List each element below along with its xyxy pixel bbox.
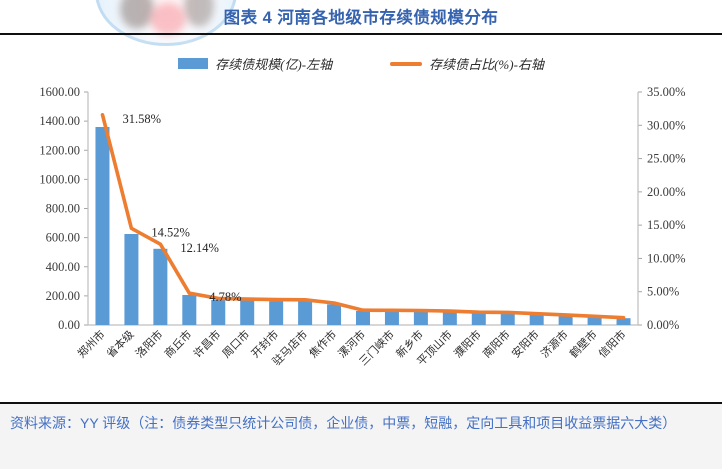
bar-南阳市	[500, 313, 515, 325]
legend-label-bar-series: 存续债规模(亿)-左轴	[215, 57, 333, 72]
logo-blob-shape	[150, 3, 186, 35]
bar-新乡市	[413, 311, 428, 325]
legend-label-line-series: 存续债占比(%)-右轴	[429, 57, 544, 72]
x-axis-label-安阳市: 安阳市	[509, 327, 542, 360]
left-axis-tick-label: 1400.00	[39, 114, 80, 128]
right-axis-tick-label: 5.00%	[647, 285, 679, 299]
footer-divider	[0, 402, 722, 404]
x-axis-label-信阳市: 信阳市	[595, 327, 628, 360]
x-axis-label-省本级: 省本级	[103, 327, 136, 360]
bar-三门峡市	[384, 311, 399, 325]
chart-legend: 存续债规模(亿)-左轴 存续债占比(%)-右轴	[0, 54, 722, 73]
right-axis-tick-label: 15.00%	[647, 218, 686, 232]
x-axis-label-焦作市: 焦作市	[306, 327, 339, 360]
left-axis-tick-label: 800.00	[46, 202, 80, 216]
x-axis-label-商丘市: 商丘市	[161, 327, 194, 360]
bar-商丘市	[182, 295, 197, 325]
point-label-洛阳市: 12.14%	[180, 241, 219, 255]
bar-series-swatch	[178, 58, 209, 69]
x-axis-label-许昌市: 许昌市	[190, 327, 223, 360]
left-axis-tick-label: 1200.00	[39, 143, 80, 157]
header-divider	[0, 33, 722, 35]
right-axis-tick-label: 35.00%	[647, 85, 686, 99]
bar-开封市	[269, 301, 284, 325]
point-label-商丘市: 4.78%	[209, 290, 241, 304]
right-axis-tick-label: 30.00%	[647, 118, 686, 132]
legend-item-line-series: 存续债占比(%)-右轴	[390, 54, 544, 73]
bar-洛阳市	[153, 248, 168, 325]
line-series-swatch	[390, 61, 423, 66]
right-axis-tick-label: 25.00%	[647, 152, 686, 166]
point-label-郑州市: 31.58%	[123, 112, 162, 126]
x-axis-label-周口市: 周口市	[219, 327, 252, 360]
left-axis-tick-label: 1000.00	[39, 172, 80, 186]
bar-济源市	[558, 315, 573, 325]
left-axis-tick-label: 1600.00	[39, 85, 80, 99]
x-axis-label-南阳市: 南阳市	[480, 327, 513, 360]
bar-信阳市	[616, 318, 631, 325]
right-axis-tick-label: 10.00%	[647, 251, 686, 265]
bar-濮阳市	[471, 312, 486, 325]
bar-安阳市	[529, 314, 544, 325]
left-axis-tick-label: 600.00	[46, 231, 80, 245]
bar-省本级	[124, 234, 139, 325]
bar-周口市	[240, 300, 255, 325]
point-label-省本级: 14.52%	[151, 225, 190, 239]
x-axis-label-济源市: 济源市	[537, 327, 570, 360]
x-axis-label-洛阳市: 洛阳市	[132, 327, 165, 360]
bar-平顶山市	[442, 311, 457, 325]
bar-焦作市	[327, 304, 342, 325]
bar-漯河市	[356, 311, 370, 325]
legend-item-bar-series: 存续债规模(亿)-左轴	[178, 54, 332, 73]
x-axis-label-鹤壁市: 鹤壁市	[566, 327, 599, 360]
x-axis-label-郑州市: 郑州市	[74, 327, 107, 360]
x-axis-label-濮阳市: 濮阳市	[451, 327, 484, 360]
source-note: 资料来源：YY 评级（注：债券类型只统计公司债，企业债，中票，短融，定向工具和项…	[0, 404, 722, 469]
right-axis-tick-label: 0.00%	[647, 318, 679, 332]
bar-驻马店市	[298, 301, 313, 325]
bar-鹤壁市	[587, 316, 602, 325]
right-axis-tick-label: 20.00%	[647, 185, 686, 199]
combo-chart: 0.00 200.00 400.00 600.00 800.00 1000.00 1200.…	[39, 85, 686, 368]
bar-许昌市	[211, 300, 226, 325]
bar-郑州市	[95, 127, 110, 325]
left-axis-tick-label: 400.00	[46, 260, 80, 274]
percentage-line	[100, 113, 626, 320]
left-axis-tick-label: 0.00	[58, 318, 80, 332]
chart-title: 图表 4 河南各地级市存续债规模分布	[223, 9, 499, 27]
left-axis-tick-label: 200.00	[46, 289, 80, 303]
